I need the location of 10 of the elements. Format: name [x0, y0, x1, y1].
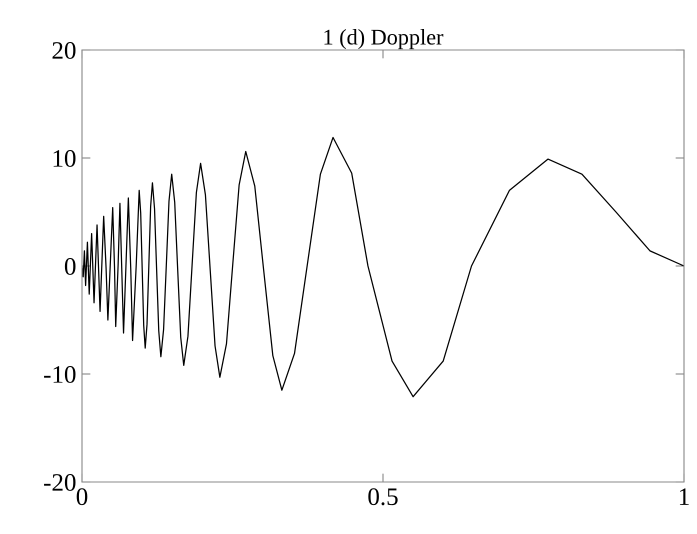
- y-tick-label: 0: [64, 258, 76, 275]
- x-tick-label: 1: [680, 488, 689, 505]
- y-tick-label: -20: [44, 474, 76, 491]
- x-tick-label: 0.5: [368, 488, 398, 506]
- chart-title: 1 (d) Doppler: [324, 29, 444, 50]
- y-tick-label: -10: [44, 366, 76, 383]
- y-tick-label: 10: [54, 150, 76, 167]
- line-series: [82, 136, 684, 398]
- y-tick-label: 20: [52, 42, 76, 59]
- x-tick-label: 0: [76, 488, 88, 506]
